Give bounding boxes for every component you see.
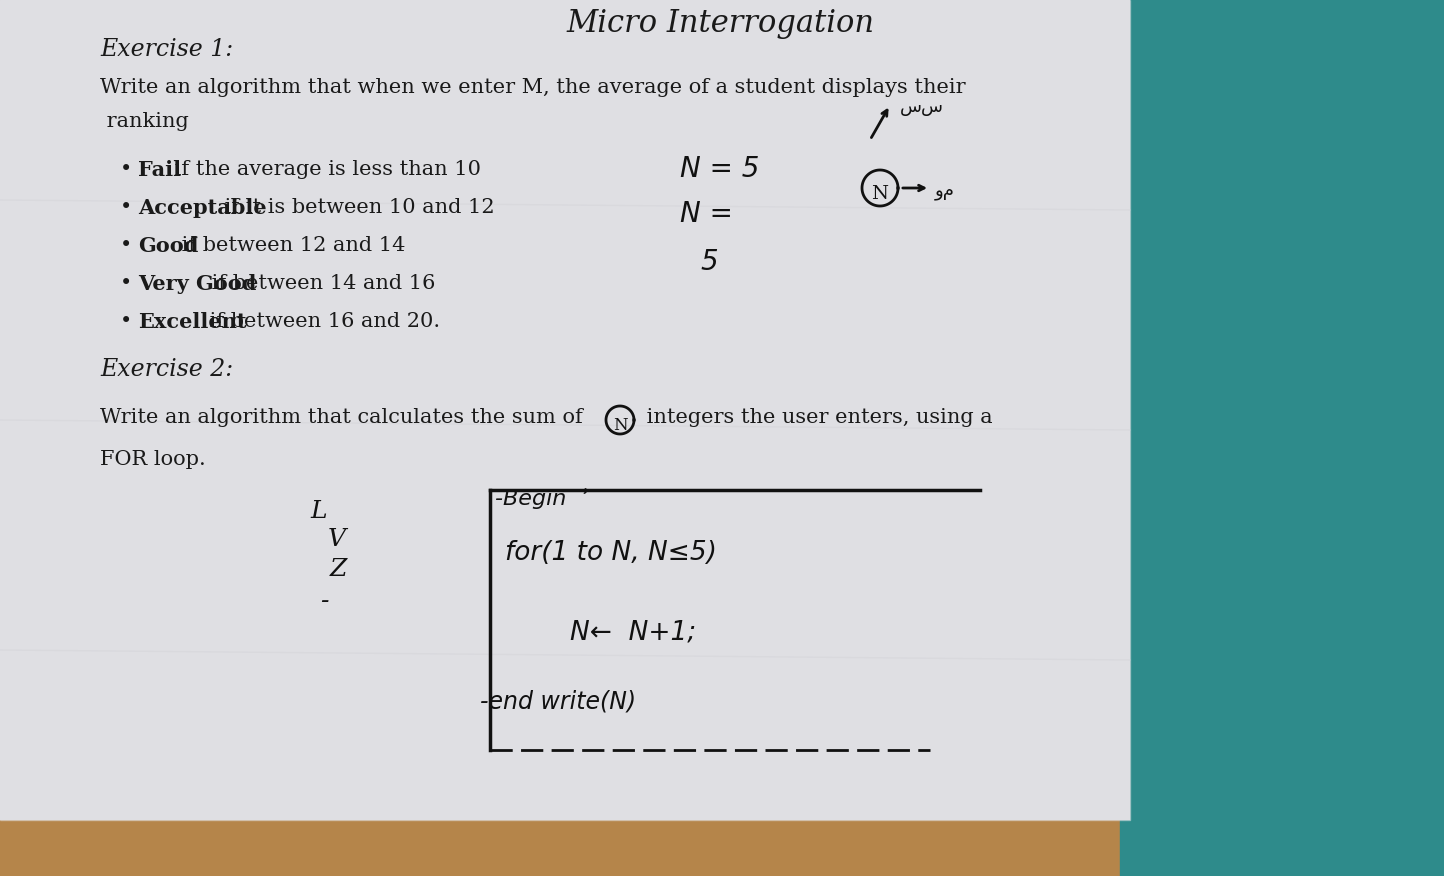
Text: ﺱﺱ: ﺱﺱ xyxy=(900,98,944,116)
Text: N←  N+1;: N← N+1; xyxy=(570,620,696,646)
Text: N =: N = xyxy=(680,200,734,228)
Text: N = 5: N = 5 xyxy=(680,155,760,183)
Text: 5: 5 xyxy=(700,248,718,276)
Text: -end write(N): -end write(N) xyxy=(479,690,637,714)
Bar xyxy=(0,701,1444,876)
Text: •: • xyxy=(120,274,133,293)
Text: ﻭﻡ: ﻭﻡ xyxy=(936,182,954,200)
Bar xyxy=(0,0,1444,175)
Text: Z: Z xyxy=(331,558,348,581)
Text: for(1 to N, N≤5): for(1 to N, N≤5) xyxy=(505,540,716,566)
Text: Good: Good xyxy=(139,236,198,256)
Text: integers the user enters, using a: integers the user enters, using a xyxy=(640,408,992,427)
Text: FOR loop.: FOR loop. xyxy=(100,450,205,469)
Text: if it is between 10 and 12: if it is between 10 and 12 xyxy=(218,198,495,217)
Text: •: • xyxy=(120,236,133,255)
Text: •: • xyxy=(120,160,133,179)
Polygon shape xyxy=(0,0,1131,820)
Bar xyxy=(0,526,1444,701)
Text: N: N xyxy=(872,185,888,203)
Text: N: N xyxy=(612,416,627,434)
Text: Exercise 1:: Exercise 1: xyxy=(100,38,234,61)
Text: Excellent: Excellent xyxy=(139,312,247,332)
Text: if the average is less than 10: if the average is less than 10 xyxy=(168,160,481,179)
Text: •: • xyxy=(120,198,133,217)
Text: -Begin  ʾ: -Begin ʾ xyxy=(495,488,588,509)
Text: Acceptable: Acceptable xyxy=(139,198,267,218)
Text: if between 14 and 16: if between 14 and 16 xyxy=(205,274,436,293)
Text: L: L xyxy=(310,500,326,523)
Text: Very Good: Very Good xyxy=(139,274,257,294)
Text: Exercise 2:: Exercise 2: xyxy=(100,358,234,381)
Text: Write an algorithm that calculates the sum of: Write an algorithm that calculates the s… xyxy=(100,408,583,427)
Text: V: V xyxy=(328,528,347,551)
Text: •: • xyxy=(120,312,133,331)
Bar xyxy=(1121,0,1444,876)
Text: ranking: ranking xyxy=(100,112,189,131)
Text: if between 12 and 14: if between 12 and 14 xyxy=(175,236,406,255)
Text: Fail: Fail xyxy=(139,160,180,180)
Bar xyxy=(0,175,1444,350)
Text: -: - xyxy=(321,590,328,613)
Bar xyxy=(0,350,1444,526)
Bar xyxy=(0,0,1131,820)
Text: if between 16 and 20.: if between 16 and 20. xyxy=(204,312,440,331)
Text: Write an algorithm that when we enter M, the average of a student displays their: Write an algorithm that when we enter M,… xyxy=(100,78,966,97)
Text: Micro Interrogation: Micro Interrogation xyxy=(566,8,874,39)
